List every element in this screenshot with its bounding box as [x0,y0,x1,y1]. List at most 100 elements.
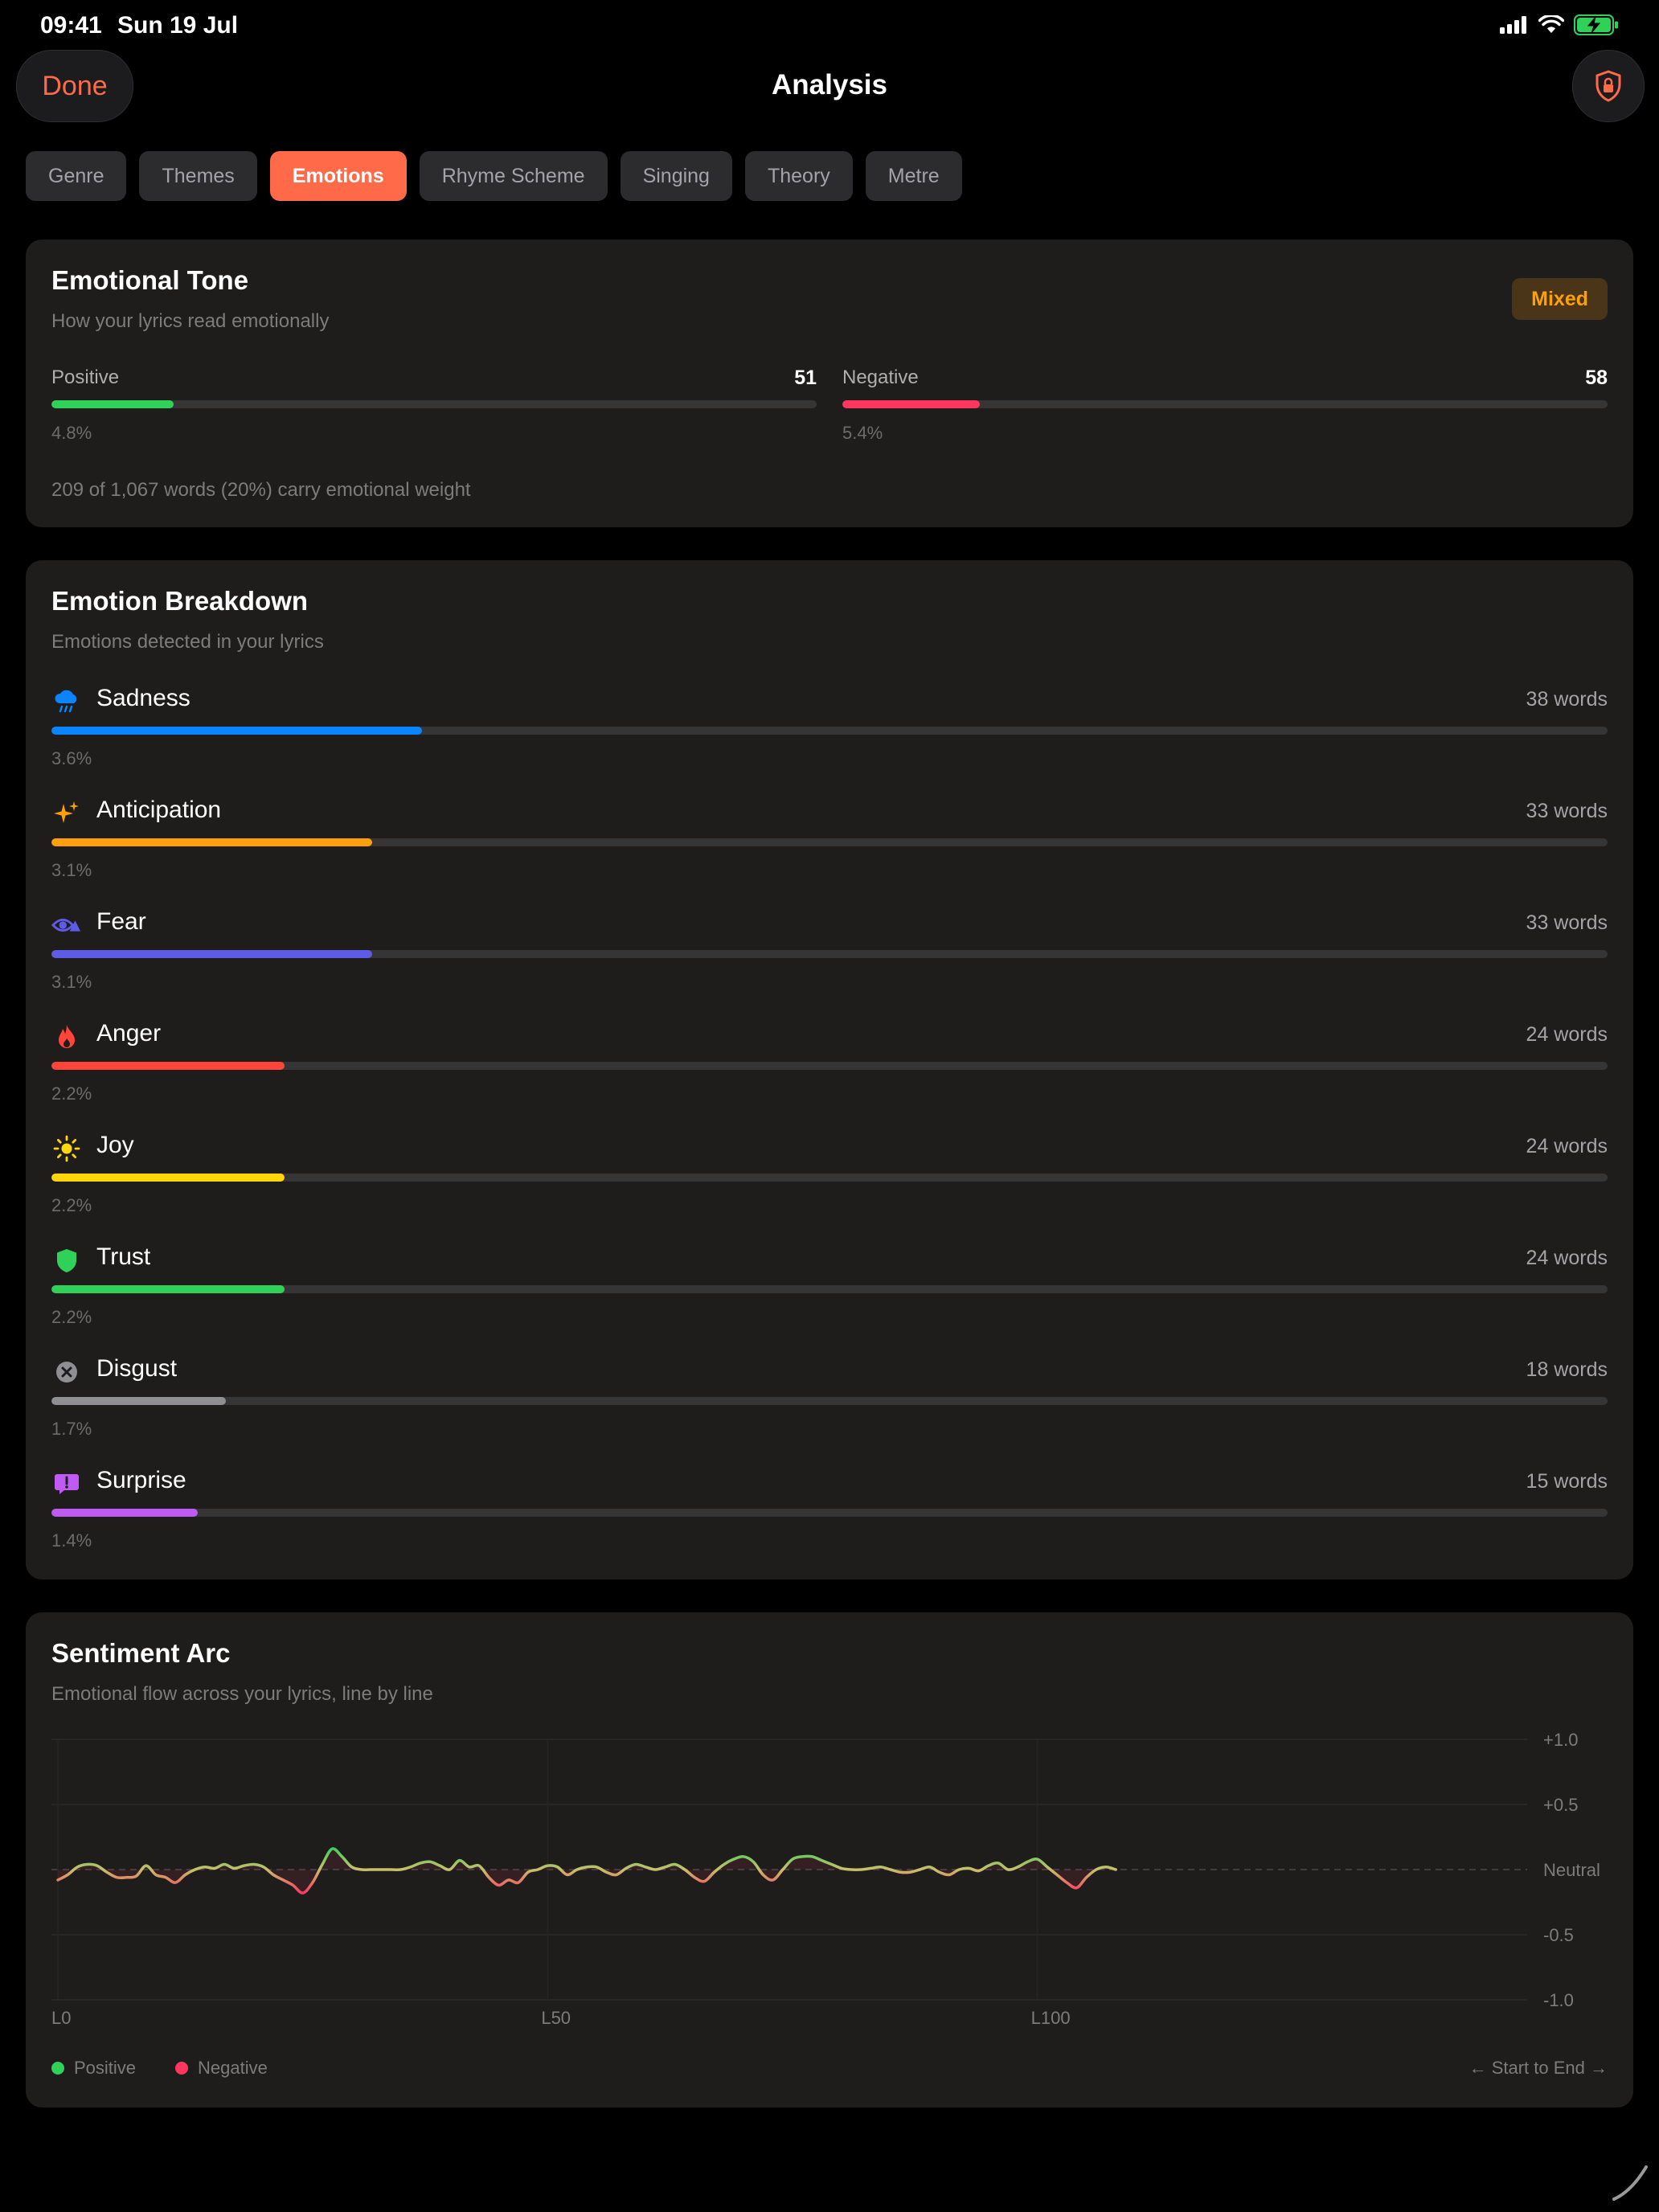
emotion-row-sadness: Sadness 38 words 3.6% [51,680,1608,792]
tab-genre[interactable]: Genre [26,151,127,201]
positive-tone: Positive 51 4.8% [51,367,817,443]
x-tick-label: L100 [1031,2008,1071,2028]
emotion-name: Fear [96,908,146,935]
negative-label: Negative [842,367,919,388]
wifi-icon [1538,15,1564,33]
cloud-rain-icon [51,686,82,717]
emotion-row-surprise: Surprise 15 words 1.4% [51,1462,1608,1574]
y-tick-label: +0.5 [1543,1795,1578,1815]
emotion-name: Anger [96,1020,162,1047]
negative-track [842,400,1608,408]
tone-subtitle: How your lyrics read emotionally [51,310,330,332]
emotion-fill [51,1509,198,1517]
sparkles-icon [51,798,82,829]
emotion-track [51,727,1608,735]
emotion-name: Disgust [96,1355,178,1382]
tab-emotions[interactable]: Emotions [269,151,407,201]
emotion-percent: 1.4% [51,1530,92,1550]
emotion-name: Anticipation [96,797,222,823]
emotion-word-count: 24 words [1526,1135,1608,1157]
emotion-track [51,838,1608,846]
positive-label: Positive [51,367,120,388]
x-tick-label: L0 [51,2008,71,2028]
legend-negative: Negative [175,2058,268,2079]
emotion-track [51,1062,1608,1070]
positive-fill [51,400,174,408]
emotion-fill [51,1174,285,1182]
emotion-name: Sadness [96,685,190,711]
eye-warning-icon [51,910,82,940]
shield-icon [51,1245,82,1276]
emotion-word-count: 24 words [1526,1247,1608,1269]
status-time: 09:41 [40,12,102,39]
emotion-row-anticipation: Anticipation 33 words 3.1% [51,792,1608,903]
positive-count: 51 [794,367,817,389]
tab-theory[interactable]: Theory [744,151,853,201]
sentiment-line [56,1847,1117,1895]
positive-percent: 4.8% [51,423,92,443]
negative-tone: Negative 58 5.4% [842,367,1608,443]
done-button[interactable]: Done [16,50,133,122]
emotion-track [51,950,1608,958]
arc-subtitle: Emotional flow across your lyrics, line … [51,1683,433,1705]
emotion-fill [51,1062,285,1070]
x-tick-label: L50 [541,2008,571,2028]
tab-themes[interactable]: Themes [139,151,257,201]
arc-title: Sentiment Arc [51,1638,231,1668]
y-tick-label: +1.0 [1543,1730,1578,1750]
tone-title: Emotional Tone [51,265,249,295]
emotion-name: Trust [96,1243,151,1270]
emotion-word-count: 33 words [1526,911,1608,934]
tone-summary: 209 of 1,067 words (20%) carry emotional… [51,479,471,501]
status-date: Sun 19 Jul [117,12,239,39]
emotion-breakdown-card: Emotion Breakdown Emotions detected in y… [26,560,1633,1579]
emotion-fill [51,1397,226,1405]
start-to-end-label: ← Start to End → [1469,2058,1608,2078]
emotion-fill [51,727,422,735]
emotion-row-joy: Joy 24 words 2.2% [51,1127,1608,1239]
sentiment-arc-card: Sentiment Arc Emotional flow across your… [26,1612,1633,2108]
status-bar: 09:41 Sun 19 Jul [0,0,1659,51]
y-tick-label: -1.0 [1543,1990,1574,2010]
emotion-percent: 2.2% [51,1195,92,1215]
battery-charging-icon [1574,14,1618,35]
emotion-percent: 3.1% [51,860,92,880]
privacy-lock-button[interactable] [1572,50,1645,122]
tab-rhyme-scheme[interactable]: Rhyme Scheme [419,151,608,201]
emotion-track [51,1509,1608,1517]
x-circle-icon [51,1357,82,1387]
emotion-row-anger: Anger 24 words 2.2% [51,1015,1608,1127]
flame-icon [51,1022,82,1052]
emotion-track [51,1397,1608,1405]
emotion-row-fear: Fear 33 words 3.1% [51,903,1608,1015]
tab-metre[interactable]: Metre [865,151,962,201]
negative-fill [842,400,981,408]
tab-singing[interactable]: Singing [620,151,732,201]
emotion-percent: 2.2% [51,1307,92,1327]
emotion-percent: 3.1% [51,972,92,992]
positive-track [51,400,817,408]
status-icons [1500,14,1619,35]
emotion-row-trust: Trust 24 words 2.2% [51,1239,1608,1350]
home-indicator-icon [1612,2165,1648,2201]
emotion-percent: 1.7% [51,1419,92,1439]
sun-icon [51,1133,82,1164]
emotion-percent: 3.6% [51,748,92,768]
y-tick-label: Neutral [1543,1860,1600,1880]
exclamation-bubble-icon [51,1469,82,1499]
breakdown-title: Emotion Breakdown [51,586,309,616]
page-title: Analysis [772,69,887,100]
legend-positive: Positive [51,2058,136,2079]
emotion-percent: 2.2% [51,1083,92,1104]
breakdown-subtitle: Emotions detected in your lyrics [51,631,324,653]
tone-badge: Mixed [1512,278,1608,320]
y-tick-label: -0.5 [1543,1925,1574,1945]
legend-positive-label: Positive [74,2058,137,2078]
emotion-name: Joy [96,1132,134,1158]
emotion-word-count: 15 words [1526,1470,1608,1493]
negative-count: 58 [1585,367,1608,389]
emotion-word-count: 38 words [1526,688,1608,711]
emotion-fill [51,838,372,846]
legend-negative-dot [175,2062,188,2075]
